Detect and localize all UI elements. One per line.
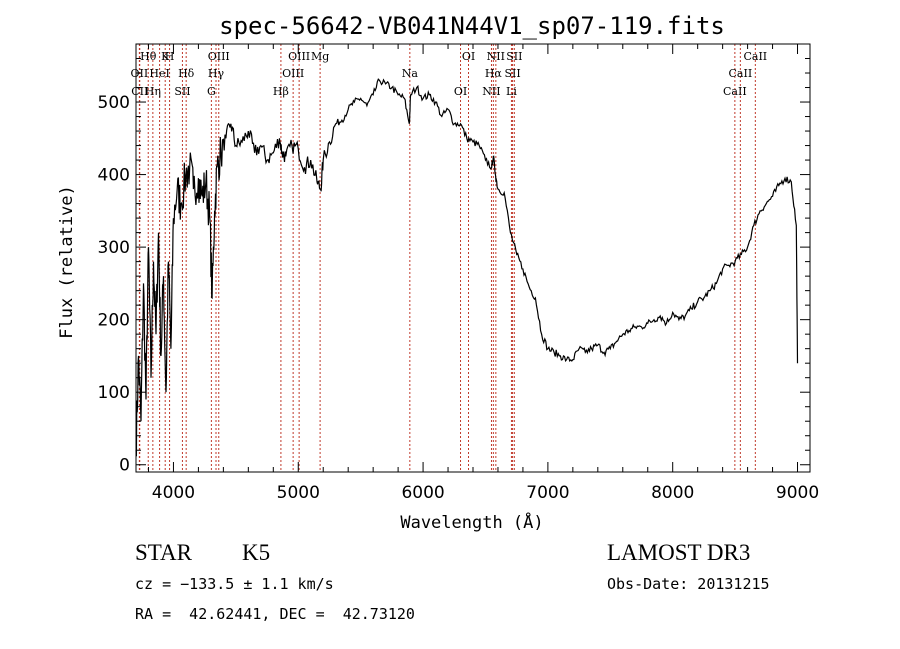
y-tick-label: 0: [119, 456, 130, 476]
spectral-line-label: H: [165, 50, 175, 63]
spectral-line-label: OIII: [282, 67, 304, 80]
observation-date: Obs-Date: 20131215: [607, 575, 770, 593]
axis-ticks: 4000 5000 6000 7000 8000 9000 0 100 200 300 400 500: [98, 44, 819, 503]
object-class: STAR: [135, 540, 192, 565]
spectral-line-label: Hη: [145, 85, 161, 98]
x-axis-label: Wavelength (Å): [400, 511, 543, 533]
flux-series-line: [135, 78, 799, 457]
x-tick-label: 4000: [152, 483, 195, 503]
x-tick-label: 5000: [277, 483, 320, 503]
object-subclass: K5: [242, 540, 271, 565]
spectral-line-label: K: [161, 50, 170, 63]
spectral-line-labels: HθOIICIIKHeIHηHHδSIIOIIIHγGOIIIOIIIHβMgN…: [131, 50, 768, 98]
spectral-line-label: OIII: [208, 50, 230, 63]
spectral-line-label: Hγ: [208, 67, 225, 80]
spectral-line-label: OI: [454, 85, 467, 98]
plot-frame: [135, 43, 811, 473]
spectral-line-label: Mg: [311, 50, 329, 63]
spectral-line-markers: [138, 44, 756, 472]
spectral-line-label: Hα: [485, 67, 503, 80]
spectral-line-label: CaII: [729, 67, 753, 80]
y-tick-label: 400: [98, 166, 130, 186]
spectral-line-label: OI: [462, 50, 475, 63]
spectral-line-label: SII: [504, 67, 520, 80]
spectral-line-label: Hδ: [178, 67, 195, 80]
survey-name: LAMOST DR3: [607, 540, 751, 565]
y-tick-label: 100: [98, 383, 130, 403]
spectral-line-label: CII: [131, 85, 148, 98]
x-tick-label: 6000: [401, 483, 444, 503]
coordinates: RA = 42.62441, DEC = 42.73120: [135, 605, 415, 623]
y-tick-label: 300: [98, 238, 130, 258]
chart-title: spec-56642-VB041N44V1_sp07-119.fits: [219, 12, 725, 40]
x-tick-label: 7000: [526, 483, 569, 503]
spectral-line-label: Hθ: [140, 50, 157, 63]
y-tick-label: 500: [98, 93, 130, 113]
spectral-line-label: G: [207, 85, 216, 98]
spectral-line-label: HeI: [149, 67, 169, 80]
spectral-line-label: CaII: [723, 85, 747, 98]
spectral-line-label: OIII: [288, 50, 310, 63]
spectral-line-label: Na: [402, 67, 419, 80]
spectral-line-label: Li: [506, 85, 517, 98]
spectral-line-label: CaII: [743, 50, 767, 63]
spectral-line-label: SII: [506, 50, 522, 63]
spectral-line-label: NII: [487, 50, 505, 63]
x-tick-label: 8000: [651, 483, 694, 503]
spectral-line-label: NII: [482, 85, 500, 98]
y-axis-label: Flux (relative): [57, 185, 77, 339]
redshift-velocity: cz = −133.5 ± 1.1 km/s: [135, 575, 334, 593]
y-tick-label: 200: [98, 311, 130, 331]
x-tick-label: 9000: [776, 483, 819, 503]
spectral-line-label: SII: [174, 85, 190, 98]
spectral-line-label: Hβ: [273, 85, 289, 98]
